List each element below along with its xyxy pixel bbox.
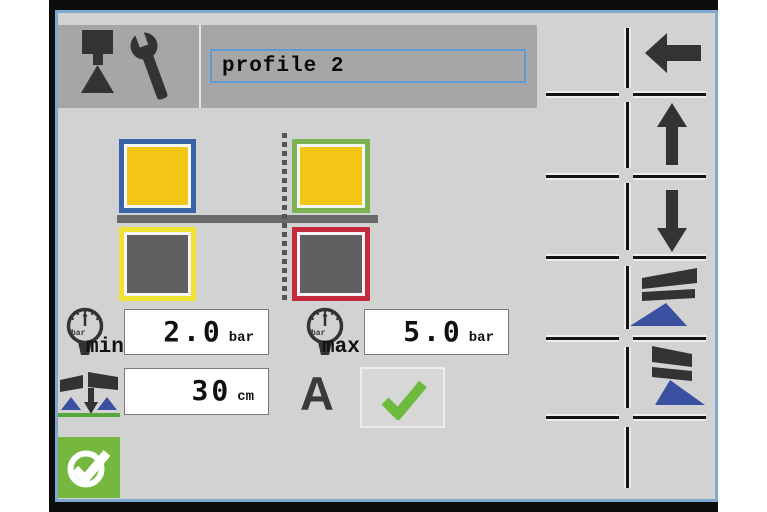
pressure-gauge-min-icon: bar xyxy=(66,307,104,355)
nozzle-spacing-input[interactable]: 30 cm xyxy=(124,368,269,415)
softkey-nozzle-2[interactable] xyxy=(630,339,715,416)
softkey-separator xyxy=(546,337,619,340)
softkey-separator xyxy=(546,175,619,178)
nozzle-type-2-icon xyxy=(652,346,705,405)
softkey-up[interactable] xyxy=(630,95,715,175)
center-divider-dotted xyxy=(282,133,287,301)
profile-name-input[interactable]: profile 2 xyxy=(210,49,526,83)
softkey-divider xyxy=(626,102,629,168)
header-tool-panel xyxy=(58,25,201,108)
softkey-divider xyxy=(626,427,629,488)
softkey-separator xyxy=(633,93,706,96)
boom-line xyxy=(117,215,378,223)
softkey-separator xyxy=(633,256,706,259)
softkey-back[interactable] xyxy=(630,13,715,93)
checkmark-icon xyxy=(380,380,427,420)
pressure-min-value: 2.0 xyxy=(163,315,223,348)
auto-mode-label: A xyxy=(300,367,334,420)
profile-name-text: profile 2 xyxy=(222,54,345,78)
softkey-separator xyxy=(546,416,619,419)
auto-mode-checkbox[interactable] xyxy=(360,367,445,428)
softkey-separator xyxy=(546,93,619,96)
svg-text:bar: bar xyxy=(71,329,86,338)
sprayer-wrench-icon xyxy=(80,27,167,100)
nozzle-spacing-value: 30 xyxy=(191,374,232,407)
pressure-min-label: min xyxy=(86,336,124,359)
softkey-empty xyxy=(630,418,715,498)
nozzle-spacing-icon xyxy=(58,372,120,417)
confirm-button[interactable] xyxy=(58,437,120,498)
softkey-separator xyxy=(633,416,706,419)
section-indicator-top-left[interactable] xyxy=(119,139,196,213)
softkey-divider xyxy=(626,183,629,250)
pressure-max-value: 5.0 xyxy=(403,315,463,348)
check-circle-icon xyxy=(67,449,111,487)
softkey-down[interactable] xyxy=(630,177,715,256)
svg-text:bar: bar xyxy=(311,329,326,338)
pressure-gauge-max-icon: bar xyxy=(306,307,344,355)
softkey-divider xyxy=(626,347,629,408)
arrow-down-icon xyxy=(657,190,687,252)
softkey-divider xyxy=(626,28,629,88)
pressure-max-unit: bar xyxy=(468,330,494,346)
softkey-separator xyxy=(633,175,706,178)
pressure-min-input[interactable]: 2.0 bar xyxy=(124,309,269,355)
arrow-up-icon xyxy=(657,103,687,165)
nozzle-type-1-icon xyxy=(630,268,697,326)
section-indicator-top-right[interactable] xyxy=(292,139,370,213)
pressure-min-unit: bar xyxy=(228,330,254,346)
softkey-divider xyxy=(626,266,629,329)
header-profile-panel: profile 2 xyxy=(201,25,537,108)
nozzle-spacing-unit: cm xyxy=(237,389,254,405)
softkey-separator xyxy=(546,256,619,259)
pressure-max-label: max xyxy=(322,336,360,359)
back-arrow-icon xyxy=(645,33,701,73)
softkey-nozzle-1[interactable] xyxy=(630,258,715,337)
pressure-max-input[interactable]: 5.0 bar xyxy=(364,309,509,355)
section-indicator-bottom-left[interactable] xyxy=(119,227,196,301)
softkey-separator xyxy=(633,337,706,340)
section-indicator-bottom-right[interactable] xyxy=(292,227,370,301)
